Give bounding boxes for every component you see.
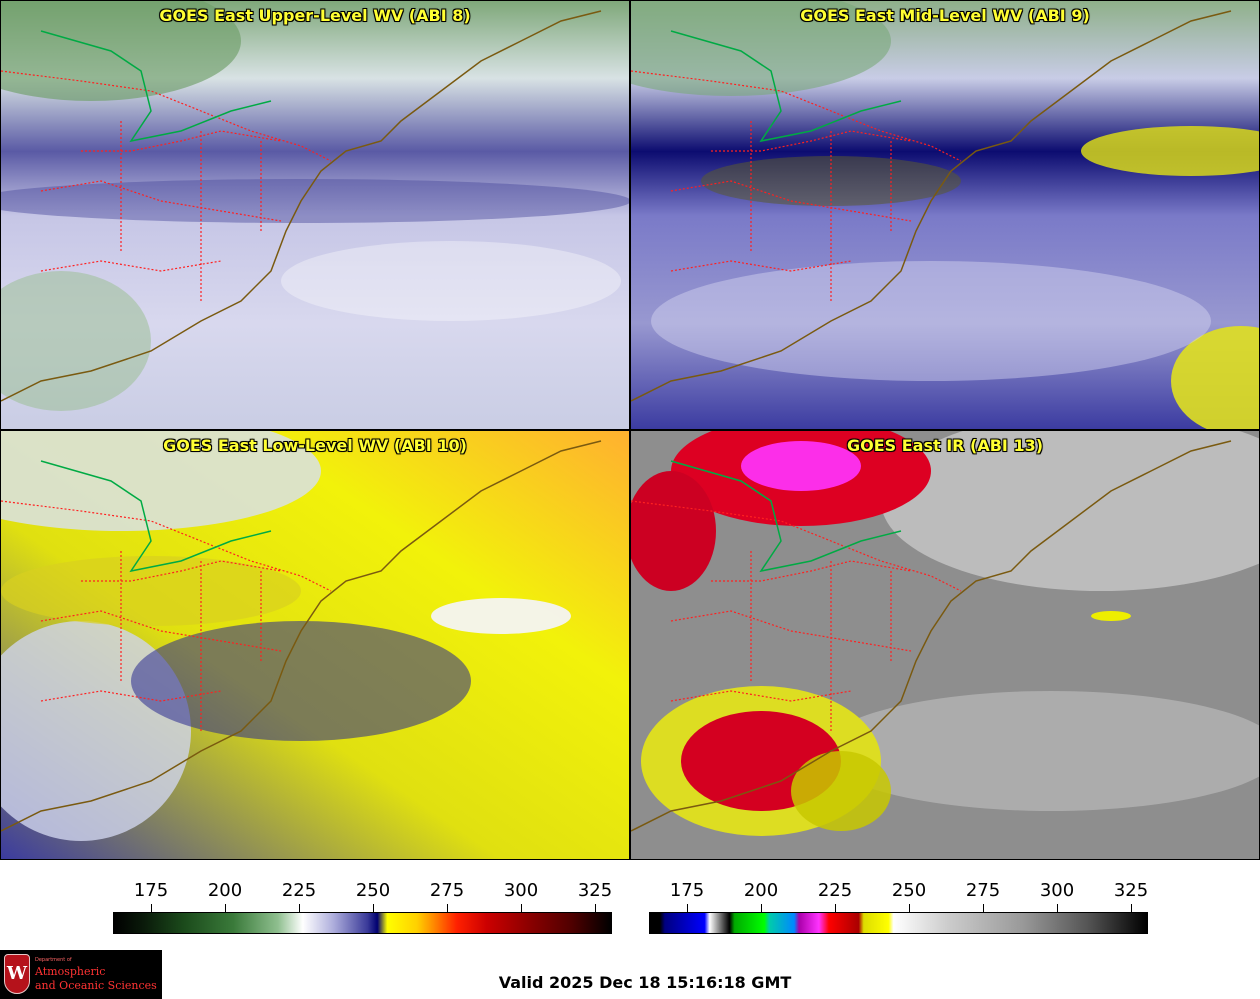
map-low-level-wv [1, 431, 629, 859]
panel-low-level-wv: GOES East Low-Level WV (ABI 10) [0, 430, 630, 860]
panel-mid-level-wv: GOES East Mid-Level WV (ABI 9) [630, 0, 1260, 430]
panel-title: GOES East IR (ABI 13) [846, 436, 1044, 455]
colorbar-tick: 300 [503, 880, 539, 901]
aos-logo: W Department of Atmospheric and Oceanic … [0, 950, 162, 999]
panel-title: GOES East Mid-Level WV (ABI 9) [800, 6, 1090, 25]
map-ir [631, 431, 1259, 859]
map-mid-level-wv [631, 1, 1259, 429]
uw-crest-icon: W [4, 954, 30, 994]
colorbar-tick: 250 [891, 880, 927, 901]
valid-time-label: Valid 2025 Dec 18 15:16:18 GMT [498, 973, 792, 992]
colorbar-tick: 250 [355, 880, 391, 901]
panel-ir: GOES East IR (ABI 13) [630, 430, 1260, 860]
colorbar-tick: 175 [133, 880, 169, 901]
colorbar-tick: 200 [207, 880, 243, 901]
colorbar-tick: 325 [577, 880, 613, 901]
colorbar-tick: 175 [669, 880, 705, 901]
colorbar-wv: 175 200 225 250 275 300 325 [113, 870, 612, 940]
colorbar-ir: 175 200 225 250 275 300 325 [649, 870, 1148, 940]
panel-upper-level-wv: GOES East Upper-Level WV (ABI 8) [0, 0, 630, 430]
panel-title: GOES East Low-Level WV (ABI 10) [163, 436, 467, 455]
colorbar-tick: 275 [429, 880, 465, 901]
colorbar-tick: 225 [817, 880, 853, 901]
logo-dept-label: Department of [35, 957, 72, 963]
panel-title: GOES East Upper-Level WV (ABI 8) [159, 6, 471, 25]
colorbar-tick: 200 [743, 880, 779, 901]
map-upper-level-wv [1, 1, 629, 429]
colorbar-gradient [113, 912, 612, 934]
colorbar-tick: 275 [965, 880, 1001, 901]
colorbar-tick: 225 [281, 880, 317, 901]
logo-line-atmospheric: Atmospheric [35, 965, 106, 978]
colorbar-tick: 300 [1039, 880, 1075, 901]
colorbar-gradient [649, 912, 1148, 934]
logo-line-oceanic: and Oceanic Sciences [35, 979, 157, 992]
colorbar-tick: 325 [1113, 880, 1149, 901]
